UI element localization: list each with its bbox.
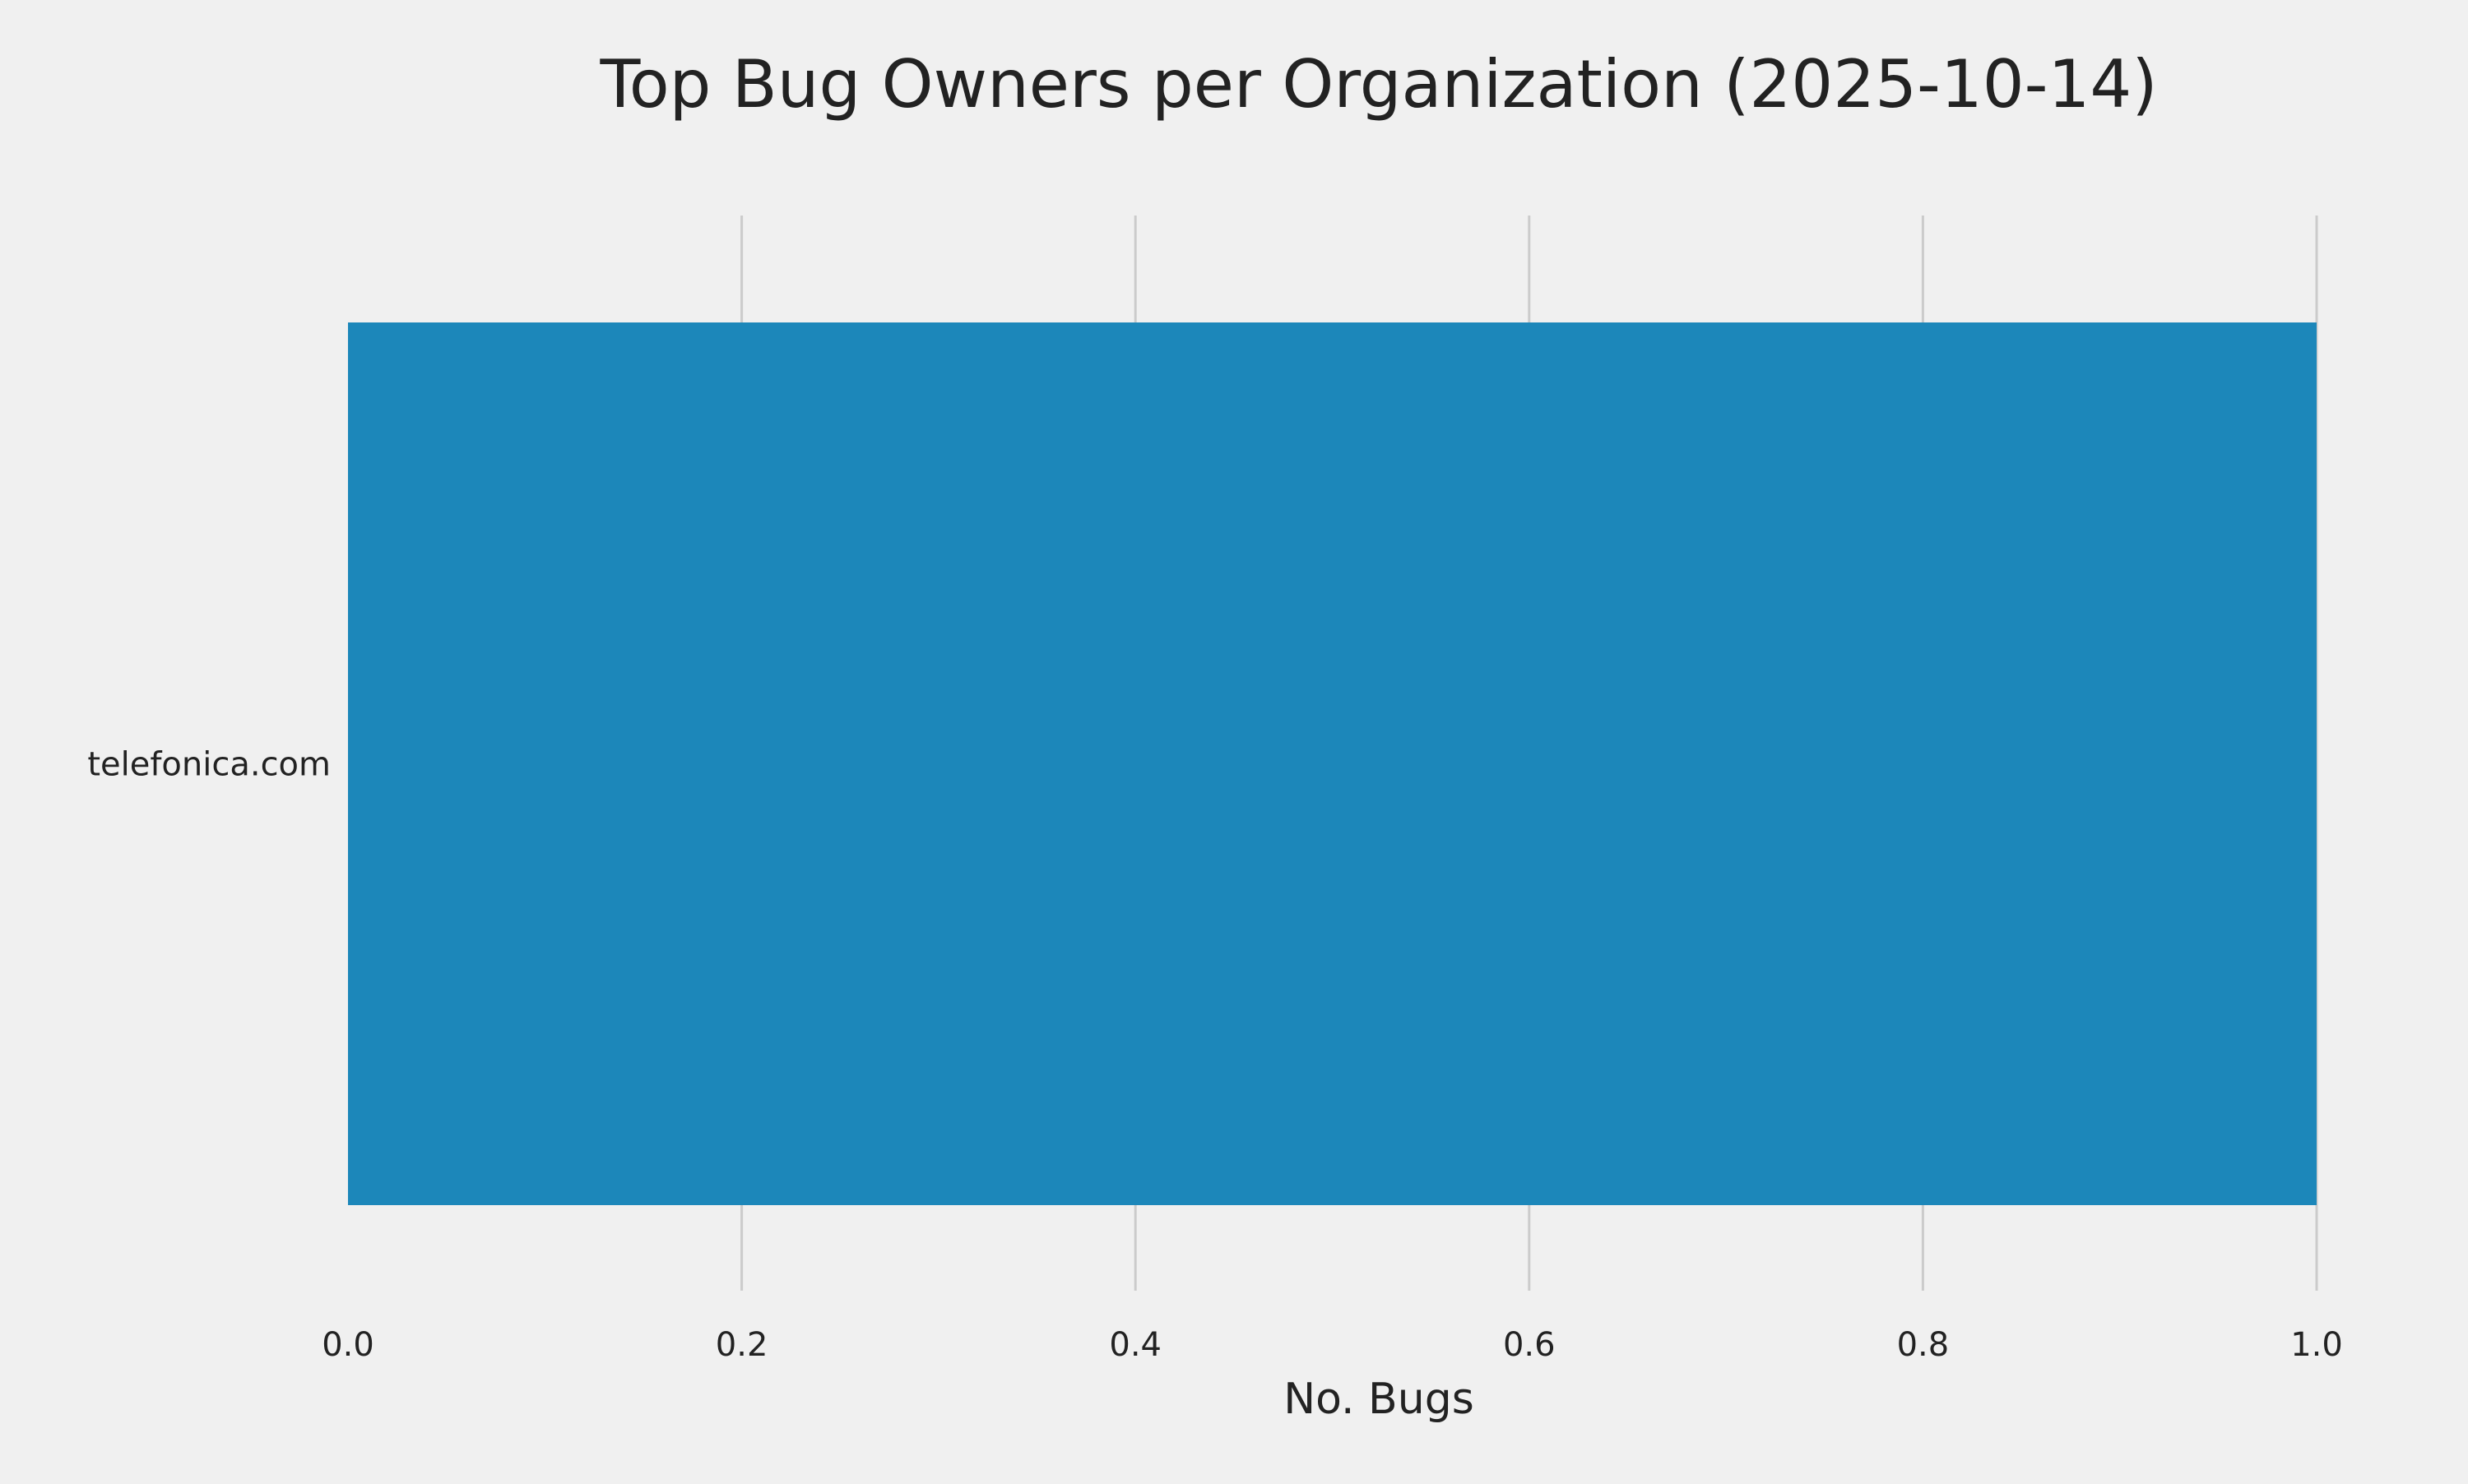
x-axis-label: No. Bugs <box>1283 1375 1474 1424</box>
y-category-labels: telefonica.com <box>87 746 331 784</box>
bar <box>348 322 2317 1205</box>
x-tick-label: 0.2 <box>716 1326 768 1364</box>
y-category-label: telefonica.com <box>87 746 331 784</box>
bars <box>348 322 2317 1205</box>
x-tick-label: 0.8 <box>1897 1326 1950 1364</box>
x-tick-labels: 0.0 0.2 0.4 0.6 0.8 1.0 <box>322 1326 2343 1364</box>
x-tick-label: 0.4 <box>1109 1326 1162 1364</box>
x-tick-label: 0.0 <box>322 1326 374 1364</box>
x-tick-label: 0.6 <box>1503 1326 1556 1364</box>
chart-title: Top Bug Owners per Organization (2025-10… <box>599 46 2157 123</box>
x-tick-label: 1.0 <box>2290 1326 2343 1364</box>
